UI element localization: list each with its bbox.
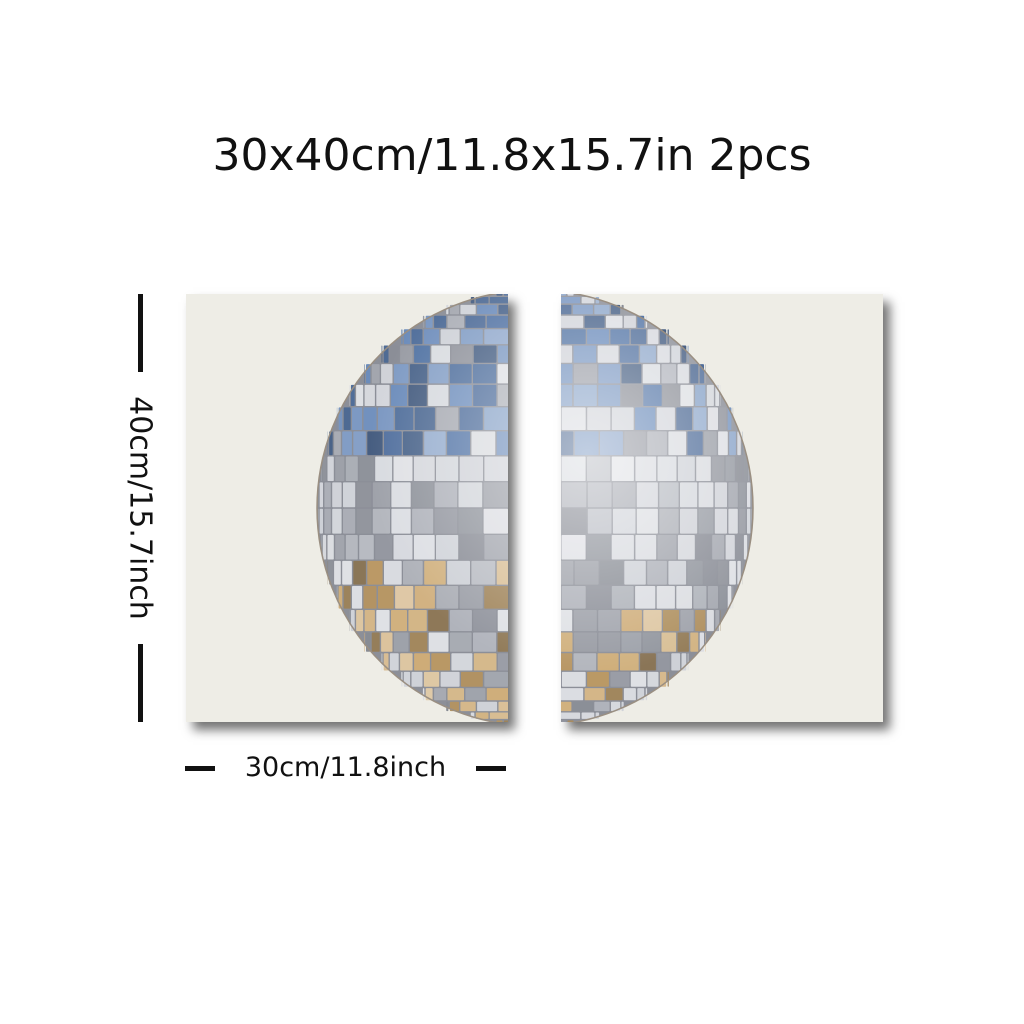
- width-dimension: 30cm/11.8inch: [183, 750, 508, 786]
- height-dimension-bar-top: [138, 294, 143, 372]
- right-canvas-panel: [561, 294, 883, 722]
- disco-ball-right-half-image: [561, 294, 754, 722]
- page-title: 30x40cm/11.8x15.7in 2pcs: [212, 130, 812, 181]
- left-canvas-panel: [186, 294, 508, 722]
- width-dimension-bar-right: [476, 766, 506, 771]
- disco-ball-left-half-image: [316, 294, 508, 722]
- height-dimension-bar-bottom: [138, 644, 143, 722]
- width-dimension-bar-left: [185, 766, 215, 771]
- width-dimension-label: 30cm/11.8inch: [244, 752, 447, 783]
- height-dimension-label: 40cm/15.7inch: [122, 396, 158, 620]
